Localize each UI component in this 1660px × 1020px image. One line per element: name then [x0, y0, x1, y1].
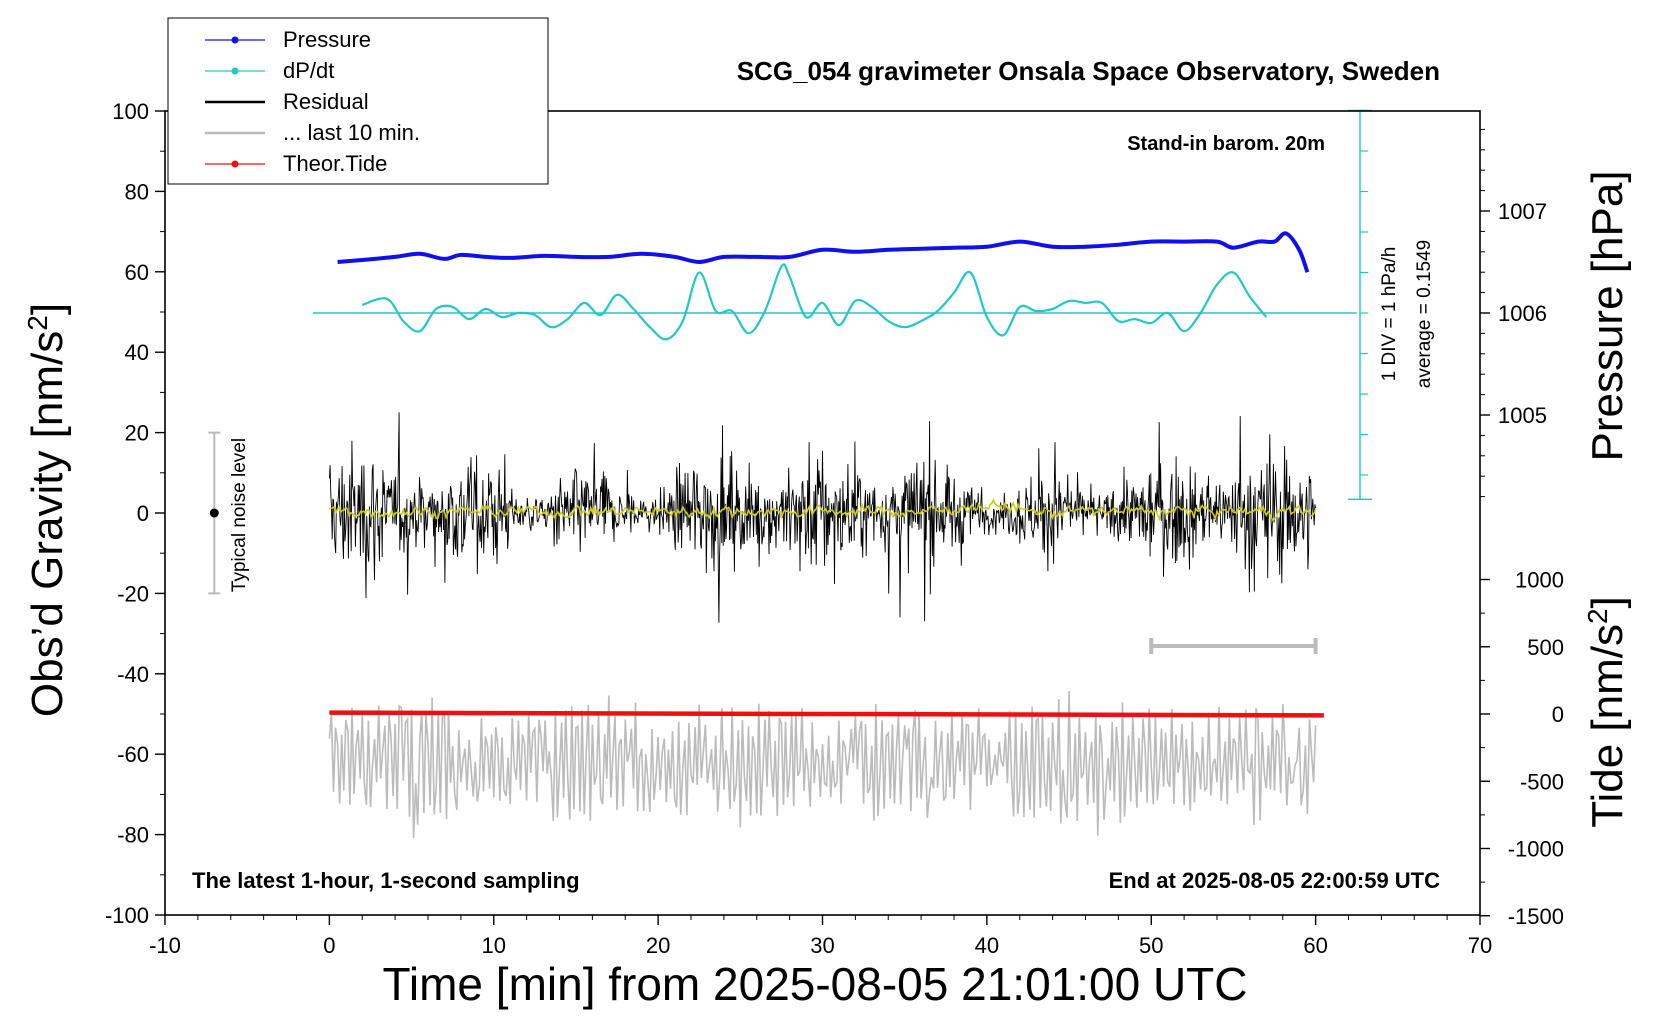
residual-smoothed-line: [329, 498, 1317, 522]
pressure-tick-label: 1005: [1498, 403, 1547, 428]
legend-label: Theor.Tide: [283, 151, 387, 176]
y-axis-label-tide: Tide [nm/s2]: [1582, 596, 1633, 828]
y-tick-label: 100: [112, 99, 149, 124]
residual-series-line: [328, 412, 1317, 623]
pressure-tick-label: 1006: [1498, 301, 1547, 326]
barometer-annotation: Stand-in barom. 20m: [1127, 133, 1325, 155]
sampling-annotation: The latest 1-hour, 1-second sampling: [192, 868, 580, 893]
chart-title: SCG_054 gravimeter Onsala Space Observat…: [737, 56, 1440, 86]
noise-level-marker: [209, 508, 219, 518]
dpdt-series-line: [361, 263, 1268, 341]
axes: -10 0 10 20 30 40 50 60 70-100-80-60-40-20020406…: [105, 99, 1564, 958]
x-tick-label: 60: [1303, 933, 1327, 958]
tide-tick-label: 1000: [1515, 568, 1564, 593]
x-tick-label: 70: [1468, 933, 1492, 958]
plot-area: [208, 109, 1373, 838]
x-tick-label: -10: [149, 933, 181, 958]
y-tick-label: 60: [125, 260, 149, 285]
legend-marker: [231, 36, 239, 44]
noise-annotation: Typical noise level: [229, 438, 250, 592]
pressure-tick-label: 1007: [1498, 199, 1547, 224]
x-tick-label: 50: [1139, 933, 1163, 958]
y-tick-label: -20: [117, 581, 149, 606]
legend-label: Residual: [283, 89, 369, 114]
legend-label: dP/dt: [283, 58, 334, 83]
last-10-min-series-line: [328, 690, 1317, 838]
y-axis-label-left: Obs’d Gravity [nm/s2]: [22, 303, 73, 717]
y-tick-label: -100: [105, 903, 149, 928]
legend: Pressure dP/dt Residual ... last 10 min. The…: [167, 17, 549, 185]
legend-marker: [231, 67, 239, 75]
y-tick-label: -40: [117, 662, 149, 687]
y-tick-label: 20: [125, 421, 149, 446]
tide-tick-label: -1500: [1508, 904, 1564, 929]
pressure-series-line: [337, 231, 1310, 273]
end-annotation: End at 2025-08-05 22:00:59 UTC: [1109, 868, 1440, 893]
y-tick-label: -60: [117, 742, 149, 767]
legend-label: Pressure: [283, 27, 371, 52]
x-tick-label: 30: [810, 933, 834, 958]
y-axis-label-pressure: Pressure [hPa]: [1583, 170, 1632, 461]
y-tick-label: -80: [117, 823, 149, 848]
tide-tick-label: 0: [1552, 702, 1564, 727]
y-tick-label: 0: [137, 501, 149, 526]
tide-tick-label: -1000: [1508, 837, 1564, 862]
x-tick-label: 10: [482, 933, 506, 958]
average-annotation: average = 0.1549: [1414, 240, 1435, 388]
x-tick-label: 20: [646, 933, 670, 958]
x-axis-label: Time [min] from 2025-08-05 21:01:00 UTC: [383, 958, 1248, 1010]
legend-marker: [231, 160, 239, 168]
legend-label: ... last 10 min.: [283, 120, 420, 145]
x-tick-label: 0: [323, 933, 335, 958]
theor-tide-series-line: [329, 710, 1324, 718]
scale-div-annotation: 1 DIV = 1 hPa/h: [1379, 247, 1400, 382]
y-tick-label: 40: [125, 340, 149, 365]
tide-tick-label: 500: [1527, 635, 1564, 660]
tide-tick-label: -500: [1520, 769, 1564, 794]
x-tick-label: 40: [975, 933, 999, 958]
y-tick-label: 80: [125, 179, 149, 204]
